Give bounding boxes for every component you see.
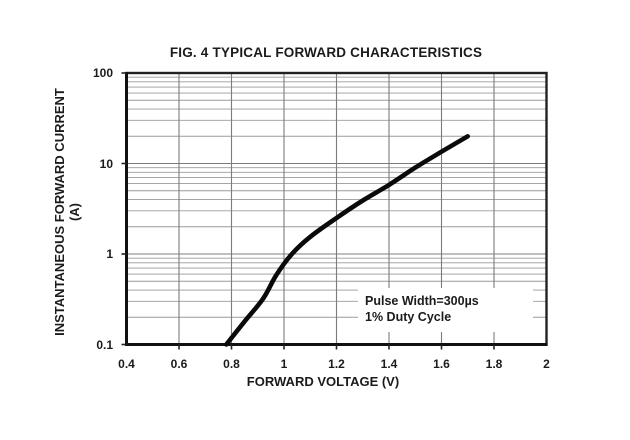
x-tick-label-0.6: 0.6 (170, 357, 188, 371)
y-axis-label: INSTANTANEOUS FORWARD CURRENT (A) (52, 72, 82, 352)
y-axis-unit: (A) (67, 202, 82, 222)
annotation-pulse-width: Pulse Width=300µs (365, 294, 479, 308)
y-tick-label-0.1: 0.1 (96, 337, 113, 352)
x-tick-label-1.4: 1.4 (380, 357, 398, 371)
x-tick-label-1.6: 1.6 (433, 357, 450, 371)
forward-current-curve (224, 134, 470, 347)
x-axis-label: FORWARD VOLTAGE (V) (246, 374, 400, 389)
test-conditions-annotation: Pulse Width=300µs 1% Duty Cycle (358, 288, 533, 332)
y-tick-label-1: 1 (106, 247, 113, 261)
x-tick-label-1.2: 1.2 (328, 357, 345, 371)
x-tick-label-1: 1 (280, 357, 288, 371)
x-tick-label-1.8: 1.8 (485, 357, 503, 371)
y-tick-label-100: 100 (92, 66, 113, 80)
x-tick-label-0.8: 0.8 (223, 357, 240, 371)
annotation-duty-cycle: 1% Duty Cycle (365, 310, 452, 324)
y-tick-label-10: 10 (99, 156, 113, 171)
x-tick-label-0.4: 0.4 (118, 357, 135, 371)
chart-title: FIG. 4 TYPICAL FORWARD CHARACTERISTICS (169, 45, 483, 60)
y-axis-label-text: INSTANTANEOUS FORWARD CURRENT (52, 88, 67, 336)
x-tick-label-2: 2 (543, 357, 550, 371)
